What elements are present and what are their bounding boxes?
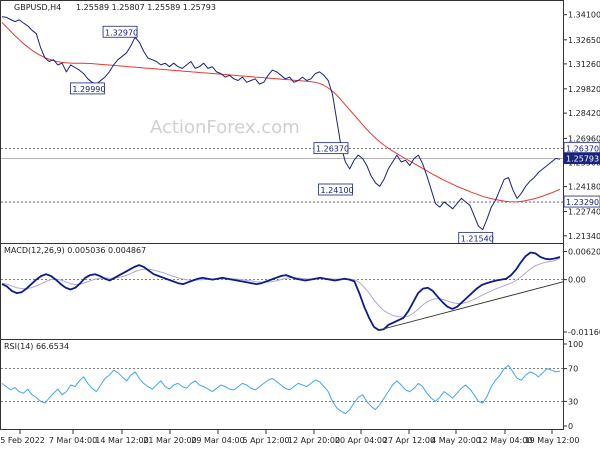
price-ytick-label: 1.22740 [568,208,600,217]
rsi-ytick-label: 30 [568,397,578,406]
macd-signal-line [1,257,561,318]
last-price-tag-text: 1.25793 [566,155,599,164]
price-ytick-label: 1.21340 [568,232,600,241]
price-annotation-text: 1.29990 [72,85,105,94]
macd-line [1,251,561,332]
watermark: ActionForex.com [150,117,300,138]
price-annotation-box [318,183,353,196]
price-ytick-label: 1.34100 [568,11,600,20]
macd-header: MACD(12,26,9) 0.005036 0.004867 [4,246,146,255]
macd-trendline [378,281,564,331]
last-price-tag-box [563,152,600,165]
price-ytick-label: 1.24180 [568,183,600,192]
price-ma-line [1,22,561,203]
x-tick-label: 5 Apr 12:00 [242,436,289,445]
price-header-symbol: GBPUSD,H4 [14,3,61,12]
price-ytick-label: 1.29820 [568,85,600,94]
price-ytick-label: 1.32650 [568,36,600,45]
price-level-tag-text: 1.26370 [566,145,599,154]
macd-ytick-label: -0.011607 [568,328,600,337]
rsi-line [1,364,561,415]
x-tick-label: 20 Apr 04:00 [335,436,387,445]
price-level-tag-text: 1.23290 [566,198,599,207]
price-annotation-box [458,231,494,244]
price-level-tag-box [563,195,600,208]
x-tick-label: 14 Mar 12:00 [95,436,148,445]
price-annotation-text: 1.21540 [461,234,494,243]
price-ytick-label: 1.31260 [568,60,600,69]
macd-ytick-label: 0.006208 [568,248,600,257]
price-ytick-label: 1.28420 [568,109,600,118]
x-tick-label: 19 May 12:00 [525,436,580,445]
rsi-panel-frame [0,339,564,430]
x-tick-label: 27 Apr 12:00 [383,436,435,445]
price-annotation-box [69,82,105,95]
x-tick-label: 4 May 20:00 [431,436,481,445]
price-annotation-text: 1.26370 [316,145,349,154]
rsi-header: RSI(14) 66.6534 [4,342,69,351]
x-tick-label: 25 Feb 2022 [0,436,45,445]
x-tick-label: 21 Mar 20:00 [143,436,196,445]
series-layer [1,16,561,415]
rsi-ytick-label: 0 [568,422,573,431]
macd-panel-frame [0,243,564,340]
annotation-layer: 1.32970 1.29990 1.26370 1.24100 1.21540 [69,25,564,331]
x-tick-label: 7 Mar 04:00 [49,436,97,445]
x-tick-label: 12 Apr 20:00 [288,436,340,445]
x-tick-label: 29 Mar 04:00 [191,436,244,445]
price-annotation-text: 1.24100 [321,186,354,195]
x-tick-label: 12 May 04:00 [478,436,533,445]
macd-ytick-label: 0.00 [568,276,586,285]
axes-layer: 1.34100 1.32650 1.31260 1.29820 1.28420 1.269… [0,11,600,445]
rsi-ytick-label: 70 [568,365,578,374]
rsi-ytick-label: 100 [568,340,583,349]
price-annotation-box [313,142,349,155]
price-header-ohlc: 1.25589 1.25807 1.25589 1.25793 [76,3,216,12]
price-annotation-text: 1.32970 [105,28,138,37]
price-annotation-box [102,25,138,38]
price-ytick-label: 1.26960 [568,134,600,143]
